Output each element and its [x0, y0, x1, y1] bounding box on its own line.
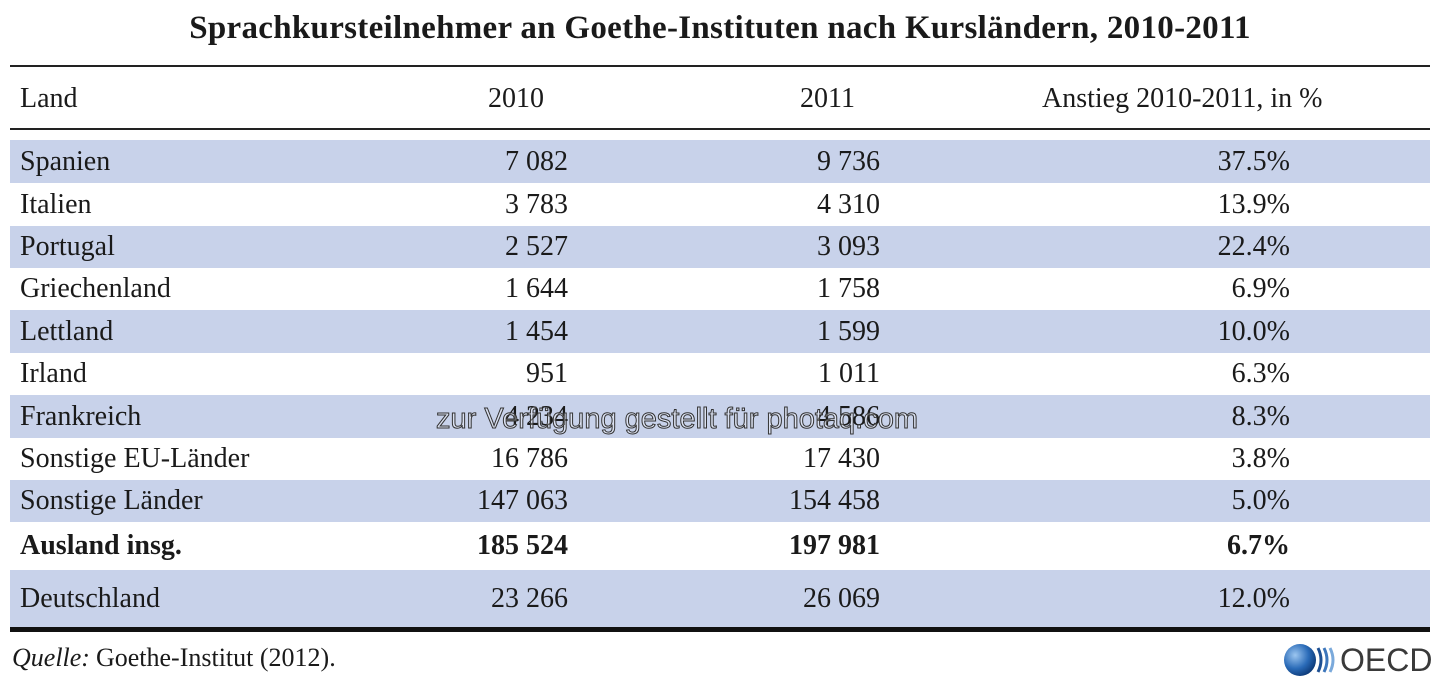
cell: 3 093: [817, 231, 880, 262]
table-row: Sonstige EU-Länder 16 786 17 430 3.8%: [10, 438, 1430, 480]
cell: 154 458: [789, 485, 880, 516]
cell: 197 981: [789, 530, 880, 561]
cell: Griechenland: [20, 273, 171, 304]
cell: 8.3%: [1231, 400, 1290, 432]
table-row: Lettland 1 454 1 599 10.0%: [10, 310, 1430, 353]
cell: 1 011: [818, 358, 880, 389]
rule: [10, 128, 1430, 130]
cell: Italien: [20, 188, 92, 220]
table-row: Deutschland 23 266 26 069 12.0%: [10, 570, 1430, 627]
cell: 23 266: [491, 582, 568, 614]
header-cell: Land: [20, 83, 78, 114]
logo-mark: [1284, 644, 1335, 676]
table-row: Sonstige Länder 147 063 154 458 5.0%: [10, 480, 1430, 522]
cell: Frankreich: [20, 400, 142, 432]
table-row: Spanien 7 082 9 736 37.5%: [10, 140, 1430, 183]
logo-text: OECD: [1340, 642, 1433, 678]
cell: Portugal: [20, 231, 115, 262]
header-cell: Anstieg 2010-2011, in %: [1042, 83, 1323, 114]
cell: 6.3%: [1231, 358, 1290, 389]
cell: 1 644: [505, 273, 568, 304]
cell: 4 586: [817, 400, 880, 432]
cell: 1 454: [505, 315, 568, 347]
cell: 10.0%: [1217, 315, 1290, 347]
cell: 951: [526, 358, 568, 389]
header-cell: 2010: [488, 83, 544, 114]
cell: 4 310: [817, 188, 880, 220]
cell: 13.9%: [1217, 188, 1290, 220]
source: Quelle: Goethe-Institut (2012).: [12, 643, 336, 673]
cell: Sonstige Länder: [20, 485, 203, 516]
cell: Sonstige EU-Länder: [20, 443, 250, 474]
cell: 7 082: [505, 145, 568, 177]
cell: 3 783: [505, 188, 568, 220]
cell: 4 234: [505, 400, 568, 432]
cell: 9 736: [817, 145, 880, 177]
header-cell: 2011: [800, 83, 855, 114]
source-label: Quelle:: [12, 643, 90, 672]
cell: 6.7%: [1227, 530, 1290, 561]
cell: 26 069: [803, 582, 880, 614]
cell: 1 758: [817, 273, 880, 304]
cell: 147 063: [477, 485, 568, 516]
title: Sprachkursteilnehmer an Goethe-Institute…: [189, 10, 1251, 46]
rule: [10, 65, 1430, 67]
table-row: Italien 3 783 4 310 13.9%: [10, 183, 1430, 226]
cell: 22.4%: [1217, 231, 1290, 262]
table-row: Portugal 2 527 3 093 22.4%: [10, 226, 1430, 268]
logo: OECD: [1282, 640, 1432, 680]
table-row: Frankreich 4 234 4 586 8.3%: [10, 395, 1430, 438]
rule: [10, 627, 1430, 632]
cell: 37.5%: [1217, 145, 1290, 177]
table-row: Ausland insg. 185 524 197 981 6.7%: [10, 522, 1430, 570]
cell: 5.0%: [1231, 485, 1290, 516]
table-row: Irland 951 1 011 6.3%: [10, 353, 1430, 395]
cell: 1 599: [817, 315, 880, 347]
cell: 17 430: [803, 443, 880, 474]
cell: Lettland: [20, 315, 114, 347]
cell: 12.0%: [1217, 582, 1290, 614]
watermark: zur Verfügung gestellt für photaq.com: [435, 403, 919, 436]
cell: 185 524: [477, 530, 568, 561]
cell: 6.9%: [1231, 273, 1290, 304]
cell: Ausland insg.: [20, 530, 182, 561]
cell: Deutschland: [20, 582, 160, 614]
source-text: Goethe-Institut (2012).: [95, 643, 336, 672]
cell: 16 786: [491, 443, 568, 474]
cell: Spanien: [20, 145, 111, 177]
header-row: Land 2010 2011 Anstieg 2010-2011, in %: [10, 70, 1430, 128]
cell: 3.8%: [1231, 443, 1290, 474]
cell: 2 527: [505, 231, 568, 262]
table-row: Griechenland 1 644 1 758 6.9%: [10, 268, 1430, 310]
cell: Irland: [20, 358, 87, 389]
